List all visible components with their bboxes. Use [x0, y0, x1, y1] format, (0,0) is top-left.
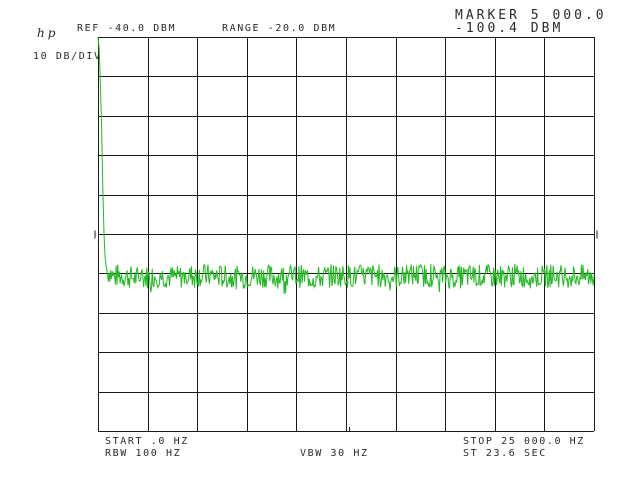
vbw-label: VBW 30 HZ: [300, 448, 369, 459]
scale-label: 10 DB/DIV: [33, 51, 102, 62]
hp-logo: hp: [37, 26, 59, 40]
range-label: RANGE -20.0 DBM: [222, 23, 337, 34]
marker-amplitude-label: -100.4 DBM: [455, 21, 564, 36]
ref-level-label: REF -40.0 DBM: [77, 23, 177, 34]
marker-frequency-label: MARKER 5 000.0: [455, 8, 607, 23]
rbw-label: RBW 100 HZ: [105, 448, 182, 459]
start-frequency-label: START .0 HZ: [105, 436, 189, 447]
graticule-marks: [94, 230, 598, 431]
stop-frequency-label: STOP 25 000.0 HZ: [463, 436, 585, 447]
graticule: [98, 37, 595, 432]
sweep-time-label: ST 23.6 SEC: [463, 448, 547, 459]
spectrum-trace: [97, 36, 595, 295]
